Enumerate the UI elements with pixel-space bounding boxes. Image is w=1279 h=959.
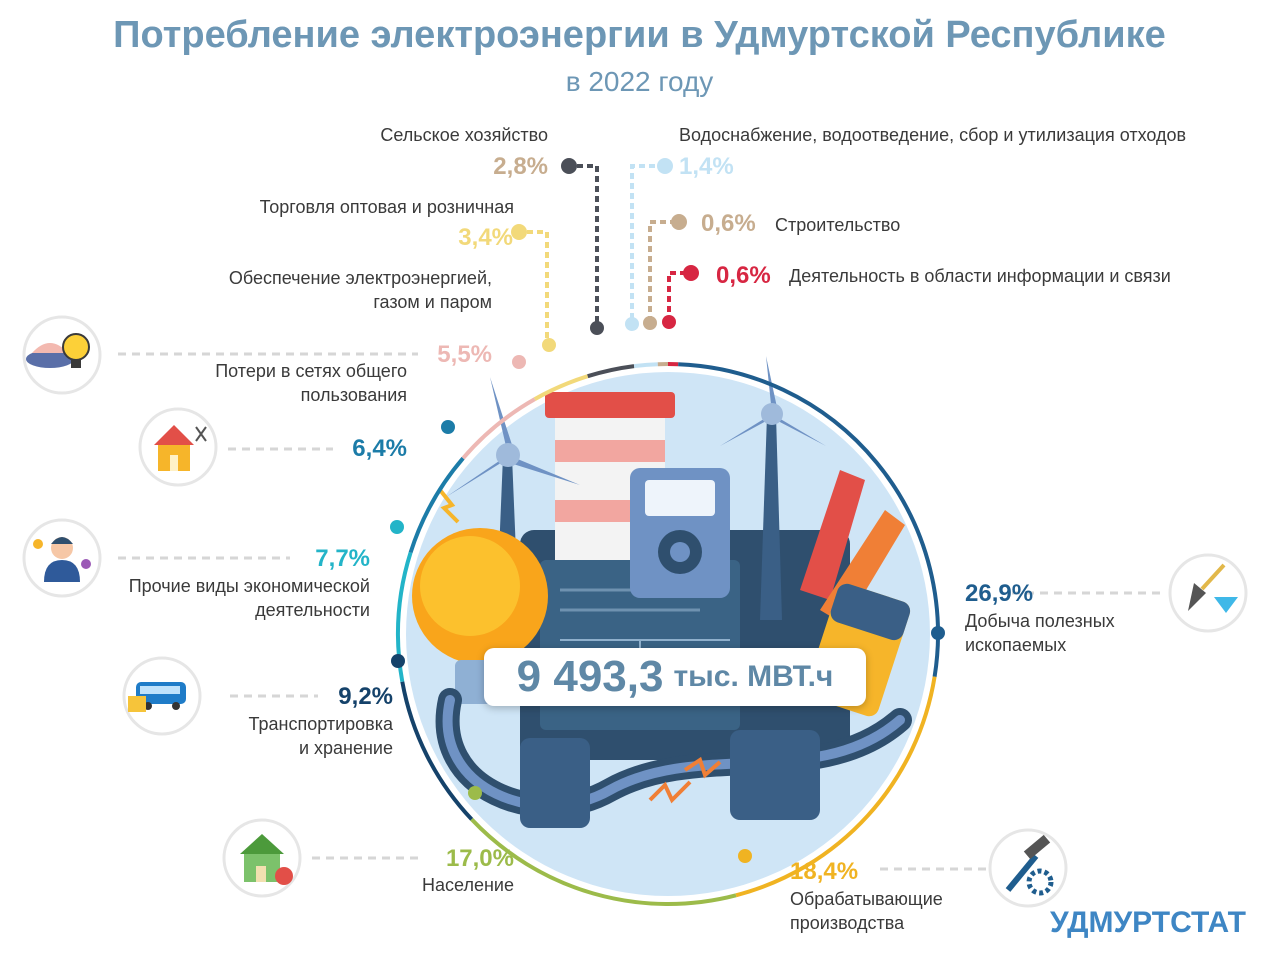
callout-label: газом и паром	[373, 292, 492, 312]
callout-percent: 18,4%	[790, 858, 858, 885]
total-unit: тыс. МВТ.ч	[673, 660, 834, 693]
ring-endpoint-4	[391, 654, 405, 668]
house-repair-icon	[138, 407, 218, 487]
callout-0: 0,6% Деятельность в области информации и …	[716, 262, 1171, 289]
page-subtitle: в 2022 году	[565, 66, 714, 97]
callout-percent: 26,9%	[965, 580, 1033, 607]
callout-label: ископаемых	[965, 635, 1066, 655]
callout-label: Сельское хозяйство	[380, 125, 548, 145]
callout-label: Добыча полезных	[965, 611, 1115, 631]
callout-2: 18,4% Обрабатывающие производства	[790, 858, 943, 933]
callout-percent: 5,5%	[437, 341, 492, 368]
callout-6: 6,4% Потери в сетях общего пользования	[215, 361, 407, 462]
callout-label: Население	[422, 875, 514, 895]
ring-slice-5	[396, 551, 413, 683]
energy-tools-illustration	[412, 356, 912, 828]
callout-label: деятельности	[255, 600, 370, 620]
callout-11: 0,6% Строительство	[701, 210, 900, 237]
leader-line-11	[648, 220, 676, 323]
ring-endpoint-6	[441, 420, 455, 434]
power-plant-bulb-icon	[22, 315, 102, 395]
ring-slice-6	[408, 456, 465, 554]
callout-percent: 17,0%	[446, 845, 514, 872]
total-value: 9 493,3	[516, 652, 664, 701]
leader-dot-0	[683, 265, 699, 281]
ring-endpoint-5	[390, 520, 404, 534]
callout-4: 9,2% Транспортировка и хранение	[249, 683, 394, 758]
ring-endpoint-3	[468, 786, 482, 800]
house-kettle-icon	[222, 818, 302, 898]
callout-label: Прочие виды экономической	[129, 576, 370, 596]
ring-slice-7	[461, 397, 536, 460]
callout-percent: 2,8%	[493, 153, 548, 180]
ring-slice-8	[533, 374, 589, 401]
ring-slice-4	[400, 681, 474, 821]
udmurtstat-logo: УДМУРТСТАТ	[1050, 906, 1246, 939]
callout-label: пользования	[301, 385, 407, 405]
leader-line-8	[527, 230, 549, 345]
callout-label: производства	[790, 913, 905, 933]
callout-percent: 3,4%	[458, 224, 513, 251]
bus-icon	[122, 656, 202, 736]
callout-percent: 0,6%	[716, 262, 771, 289]
ring-slice-1	[678, 362, 940, 678]
page-title: Потребление электроэнергии в Удмуртской …	[113, 14, 1166, 56]
businessman-icon	[22, 518, 102, 598]
callout-label: Водоснабжение, водоотведение, сбор и ути…	[679, 125, 1186, 145]
shovel-diamond-icon	[1168, 553, 1248, 633]
callout-9: 2,8% Сельское хозяйство	[380, 125, 548, 180]
callout-label: Обрабатывающие	[790, 889, 943, 909]
leader-line-10	[630, 164, 665, 324]
ring-slice-3	[470, 817, 737, 906]
ring-endpoint-7	[512, 355, 526, 369]
callout-label: Транспортировка	[249, 714, 394, 734]
ring-endpoint-2	[738, 849, 752, 863]
total-consumption-box: 9 493,3 тыс. МВТ.ч	[484, 648, 866, 706]
callout-percent: 1,4%	[679, 153, 734, 180]
leader-dot-11	[671, 214, 687, 230]
callout-percent: 9,2%	[338, 683, 393, 710]
callout-percent: 6,4%	[352, 435, 407, 462]
callout-7: 5,5% Обеспечение электроэнергией, газом и …	[229, 268, 492, 368]
callout-10: 1,4% Водоснабжение, водоотведение, сбор и…	[679, 125, 1186, 180]
callout-percent: 0,6%	[701, 210, 756, 237]
callout-label: Потери в сетях общего	[215, 361, 407, 381]
leader-dot-9	[561, 158, 577, 174]
callout-percent: 7,7%	[315, 545, 370, 572]
ring-endpoint-11	[643, 316, 657, 330]
callout-label: Строительство	[775, 215, 900, 235]
hammer-gear-icon	[988, 828, 1068, 908]
callout-3: 17,0% Население	[422, 845, 514, 895]
callout-label: и хранение	[299, 738, 393, 758]
callout-8: 3,4% Торговля оптовая и розничная	[260, 197, 514, 251]
callout-5: 7,7% Прочие виды экономической деятельност…	[129, 545, 370, 620]
ring-endpoint-1	[931, 626, 945, 640]
leader-line-0	[667, 271, 689, 322]
callout-label: Торговля оптовая и розничная	[260, 197, 514, 217]
callout-1: 26,9% Добыча полезных ископаемых	[965, 580, 1115, 655]
leader-dot-10	[657, 158, 673, 174]
ring-slice-10	[633, 362, 658, 369]
leader-dot-8	[511, 224, 527, 240]
ring-slice-9	[587, 364, 635, 379]
ring-slice-2	[735, 676, 937, 898]
callout-label: Деятельность в области информации и связ…	[789, 266, 1171, 286]
callout-label: Обеспечение электроэнергией,	[229, 268, 492, 288]
leader-line-9	[577, 164, 599, 328]
